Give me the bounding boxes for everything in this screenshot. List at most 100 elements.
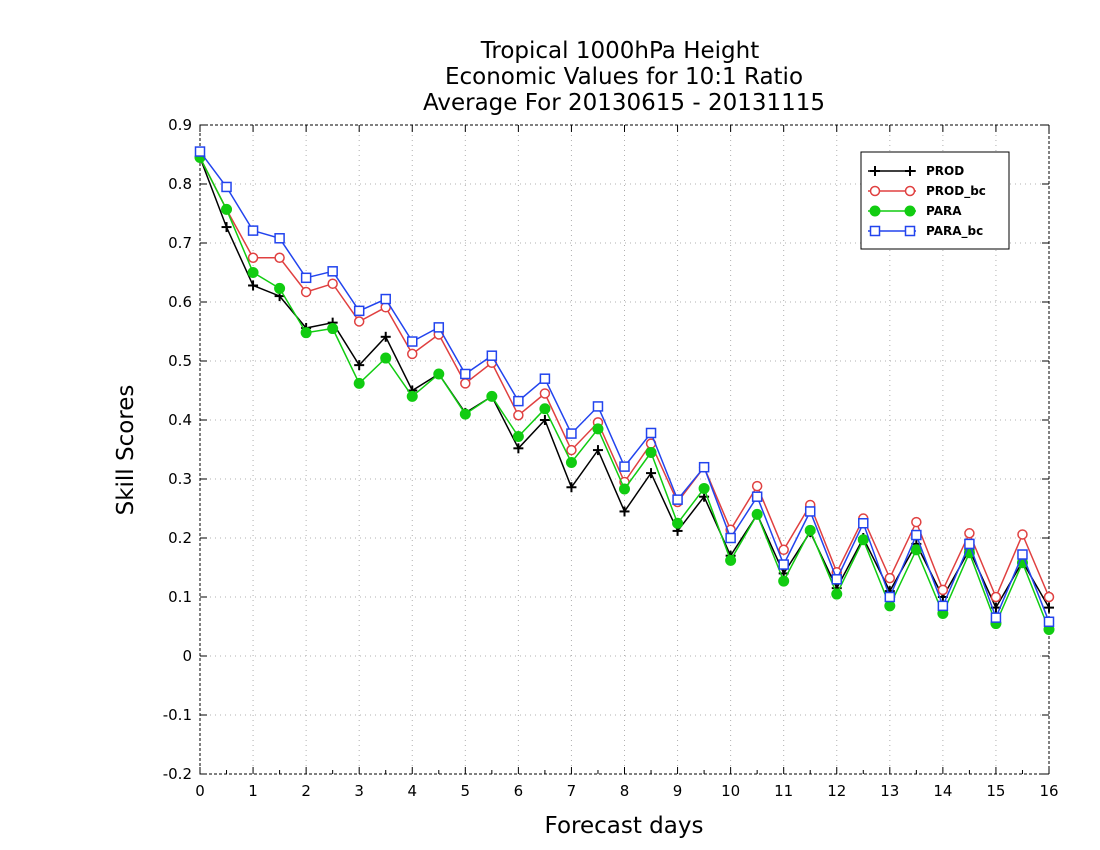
x-tick-label: 10 — [721, 782, 740, 800]
y-tick-label: 0.3 — [168, 470, 192, 488]
y-tick-label: 0.7 — [168, 234, 192, 252]
data-point — [327, 278, 338, 289]
data-point — [486, 350, 498, 361]
legend-marker — [905, 166, 915, 176]
x-axis-ticks: 0 1 2 3 4 5 6 7 8 9 10 11 12 13 14 15 16 — [195, 125, 1059, 800]
data-point — [804, 506, 816, 517]
data-point — [247, 267, 259, 278]
x-tick-label: 16 — [1039, 782, 1058, 800]
x-tick-label: 9 — [673, 782, 683, 800]
x-tick-label: 3 — [354, 782, 364, 800]
x-tick-label: 13 — [880, 782, 899, 800]
data-point — [274, 252, 285, 263]
legend-entry: PARA — [868, 204, 962, 218]
data-point — [1043, 591, 1055, 603]
legend-label: PROD_bc — [926, 184, 986, 199]
data-point — [513, 410, 524, 421]
data-point — [406, 390, 418, 402]
data-point — [486, 390, 498, 402]
data-point — [645, 427, 657, 439]
data-point — [380, 293, 391, 305]
y-tick-label: 0 — [182, 647, 192, 665]
chart-title-line-2: Economic Values for 10:1 Ratio — [445, 64, 803, 90]
legend-label: PROD — [926, 164, 964, 178]
data-point — [858, 518, 869, 529]
data-point — [1043, 616, 1055, 628]
data-point — [274, 233, 285, 244]
x-tick-label: 0 — [195, 782, 205, 800]
data-point — [751, 508, 763, 520]
data-point — [672, 494, 683, 505]
data-point — [221, 203, 233, 215]
data-point — [1017, 529, 1028, 540]
legend-marker — [870, 166, 880, 176]
data-point — [380, 352, 392, 364]
x-tick-label: 2 — [301, 782, 311, 800]
data-point — [327, 323, 339, 335]
y-tick-label: 0.9 — [168, 116, 192, 134]
grid-lines — [200, 125, 1049, 774]
legend-entry: PROD — [868, 164, 964, 178]
y-tick-label: 0.2 — [168, 529, 192, 547]
legend: PROD PROD_bc PARA PARA_bc — [860, 151, 1010, 250]
legend-marker — [869, 225, 881, 237]
data-point — [672, 517, 684, 529]
data-point — [353, 305, 365, 317]
x-tick-label: 6 — [514, 782, 524, 800]
data-point — [247, 252, 259, 263]
data-point — [353, 316, 365, 327]
data-point — [911, 529, 922, 541]
x-tick-label: 8 — [620, 782, 630, 800]
data-point — [539, 415, 550, 425]
data-point — [698, 482, 710, 494]
data-point — [300, 327, 312, 339]
data-point — [407, 336, 418, 347]
data-point — [592, 401, 604, 412]
data-point — [380, 331, 391, 342]
data-point — [751, 491, 763, 502]
data-point — [937, 600, 949, 612]
data-point — [619, 506, 630, 517]
series-para — [194, 151, 1055, 635]
data-point — [964, 528, 975, 539]
data-point — [1017, 549, 1028, 560]
data-point — [884, 572, 896, 584]
data-point — [592, 445, 603, 456]
y-axis-ticks: -0.2 -0.1 0 0.1 0.2 0.3 0.4 0.5 0.6 0.7 0.8 0.9 — [163, 116, 1049, 783]
x-axis-label: Forecast days — [545, 813, 704, 839]
legend-marker — [904, 185, 916, 197]
data-point — [857, 534, 869, 546]
data-point — [884, 591, 896, 603]
data-point — [990, 591, 1002, 603]
data-point — [353, 377, 365, 389]
data-point — [433, 322, 445, 333]
data-point — [513, 443, 524, 454]
data-point — [407, 348, 418, 360]
data-point — [354, 360, 365, 371]
legend-label: PARA — [926, 204, 962, 218]
chart-title-line-1: Tropical 1000hPa Height — [480, 38, 760, 64]
y-tick-label: 0.4 — [168, 411, 192, 429]
data-point — [619, 461, 630, 472]
data-point — [778, 559, 789, 570]
data-point — [221, 181, 232, 193]
x-tick-label: 14 — [933, 782, 952, 800]
legend-label: PARA_bc — [926, 224, 983, 239]
data-point — [566, 444, 577, 456]
data-point — [937, 584, 949, 596]
data-point — [194, 146, 206, 157]
data-point — [539, 373, 551, 384]
legend-marker — [904, 205, 916, 217]
data-point — [433, 368, 445, 380]
x-tick-label: 15 — [986, 782, 1005, 800]
y-axis-label: Skill Scores — [113, 385, 139, 516]
legend-marker — [869, 185, 881, 197]
data-point — [646, 468, 657, 479]
y-tick-label: -0.1 — [163, 706, 192, 724]
x-tick-label: 5 — [461, 782, 471, 800]
x-tick-label: 11 — [774, 782, 793, 800]
data-point — [990, 612, 1002, 623]
chart-title-line-3: Average For 20130615 - 20131115 — [423, 90, 825, 116]
data-point — [300, 286, 312, 298]
data-point — [831, 588, 843, 600]
